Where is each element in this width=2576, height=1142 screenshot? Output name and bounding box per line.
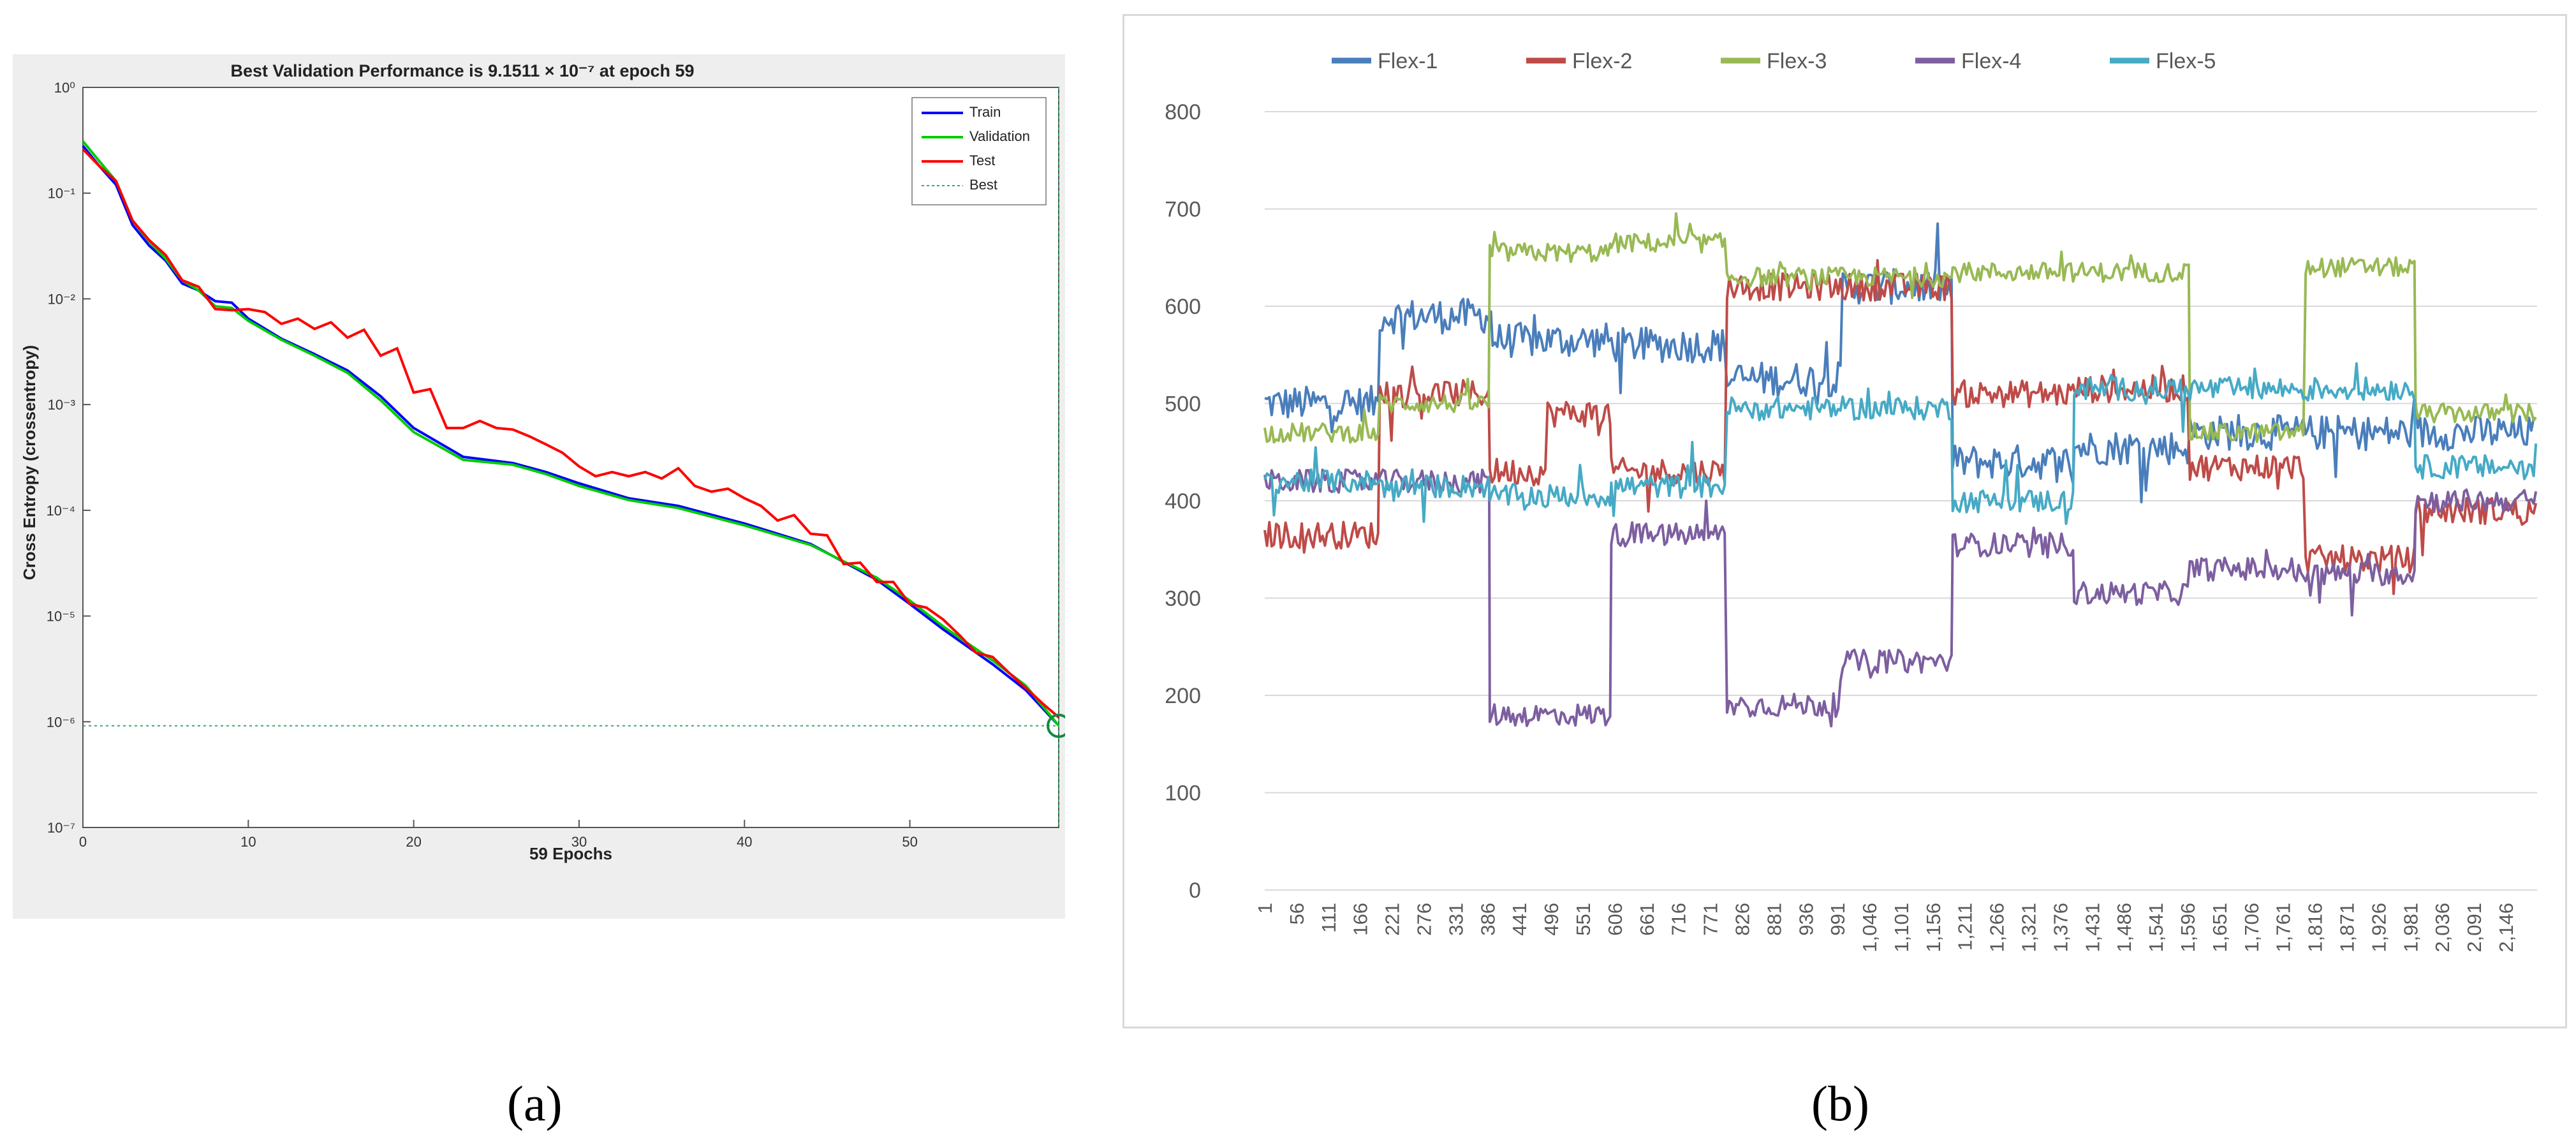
series-flex-3	[1263, 212, 2537, 444]
y-tick-label: 10⁰	[54, 80, 75, 96]
y-tick-label: 10⁻⁷	[47, 820, 75, 836]
flex-sensor-chart: Flex-1 Flex-2 Flex-3 Flex-4 Flex-5 0 100 200 30…	[1165, 49, 2538, 953]
x-tick-label: 1	[1254, 903, 1276, 914]
legend-b: Flex-1 Flex-2 Flex-3 Flex-4 Flex-5	[1332, 49, 2216, 73]
x-tick-label: 1,981	[2399, 903, 2422, 953]
x-tick-label: 1,266	[1986, 903, 2008, 953]
panel-b: Flex-1 Flex-2 Flex-3 Flex-4 Flex-5 0 100 200 30…	[1122, 14, 2567, 1028]
legend-label-flex-4: Flex-4	[1961, 49, 2021, 73]
legend-label-train: Train	[969, 104, 1001, 120]
x-tick-label: 1,211	[1954, 903, 1976, 951]
x-tick-label: 1,596	[2177, 903, 2199, 953]
x-tick-label: 1,871	[2336, 903, 2359, 953]
performance-chart: Best Validation Performance is 9.1511 × …	[20, 61, 1071, 863]
x-tick-label: 716	[1668, 903, 1690, 936]
panel-a: Best Validation Performance is 9.1511 × …	[13, 54, 1071, 919]
x-tick-label: 496	[1540, 903, 1563, 936]
x-tick-label: 1,376	[2049, 903, 2072, 953]
x-tick-label: 881	[1763, 903, 1785, 936]
x-tick-label: 936	[1795, 903, 1817, 936]
y-tick-label: 800	[1165, 100, 1201, 124]
x-tick-label: 331	[1445, 903, 1467, 936]
series-flex-1	[1264, 222, 2536, 503]
chart-a-xlabel: 59 Epochs	[529, 844, 612, 863]
x-tick-label: 2,036	[2431, 903, 2454, 953]
series-train	[82, 145, 1060, 727]
x-tick-label: 1,156	[1922, 903, 1945, 953]
x-tick-label: 56	[1286, 903, 1308, 924]
legend-label-flex-3: Flex-3	[1767, 49, 1827, 73]
legend-label-validation: Validation	[969, 128, 1030, 144]
x-tick-label: 441	[1508, 903, 1531, 936]
x-tick-label: 0	[79, 834, 87, 850]
x-tick-label: 1,431	[2081, 903, 2103, 953]
x-tick-label: 2,146	[2495, 903, 2517, 953]
x-tick-label: 276	[1413, 903, 1436, 936]
x-tick-label: 40	[737, 834, 752, 850]
legend-label-flex-1: Flex-1	[1378, 49, 1438, 73]
y-tick-label: 10⁻⁶	[47, 714, 75, 730]
x-tick-label: 1,816	[2304, 903, 2327, 953]
y-tick-label: 600	[1165, 295, 1201, 319]
y-tick-label: 10⁻⁴	[46, 503, 75, 519]
caption-a: (a)	[507, 1076, 563, 1131]
x-tick-label: 50	[902, 834, 917, 850]
y-tick-label: 400	[1165, 489, 1201, 514]
chart-a-title: Best Validation Performance is 9.1511 × …	[231, 61, 695, 80]
y-tick-label: 10⁻⁵	[47, 609, 75, 625]
x-tick-label: 1,486	[2113, 903, 2135, 953]
x-tick-label: 991	[1827, 903, 1849, 936]
x-tick-label: 606	[1604, 903, 1626, 936]
y-tick-label: 10⁻²	[48, 291, 75, 307]
x-tick-label: 386	[1476, 903, 1499, 936]
y-tick-label: 200	[1165, 684, 1201, 708]
series-test	[82, 148, 1060, 718]
x-tick-label: 30	[571, 834, 587, 850]
legend-label-test: Test	[969, 152, 995, 168]
x-tick-label: 1,706	[2241, 903, 2263, 953]
legend-label-flex-2: Flex-2	[1572, 49, 1632, 73]
y-tick-label: 10⁻³	[48, 397, 75, 413]
x-tick-label: 551	[1572, 903, 1594, 936]
x-tick-label: 1,926	[2367, 903, 2390, 953]
y-tick-label: 0	[1189, 879, 1201, 903]
caption-b: (b)	[1811, 1076, 1869, 1131]
x-tick-label: 661	[1636, 903, 1658, 936]
plot-area-a	[82, 87, 1059, 828]
x-tick-label: 221	[1381, 903, 1404, 936]
x-tick-label: 1,321	[2018, 903, 2040, 953]
x-tick-label: 1,651	[2209, 903, 2231, 953]
x-tick-label: 10	[240, 834, 256, 850]
y-tick-label: 300	[1165, 587, 1201, 611]
x-tick-label: 111	[1318, 903, 1340, 933]
x-tick-label: 1,101	[1890, 903, 1913, 953]
x-tick-label: 771	[1700, 903, 1722, 936]
series-flex-2	[1263, 259, 2538, 595]
x-tick-label: 826	[1732, 903, 1754, 936]
chart-a-ylabel: Cross Entropy (crossentropy)	[20, 345, 39, 580]
legend-label-flex-5: Flex-5	[2156, 49, 2216, 73]
x-tick-label: 20	[406, 834, 421, 850]
x-tick-label: 2,091	[2463, 903, 2485, 953]
y-tick-label: 700	[1165, 198, 1201, 222]
legend-label-best: Best	[969, 177, 997, 193]
x-tick-label: 1,046	[1858, 903, 1881, 953]
legend-a: Train Validation Test Best	[911, 97, 1047, 205]
y-tick-label: 10⁻¹	[48, 186, 75, 202]
x-tick-label: 1,541	[2145, 903, 2167, 953]
series-flex-5	[1263, 362, 2538, 525]
y-tick-label: 500	[1165, 392, 1201, 417]
x-tick-label: 1,761	[2272, 903, 2295, 953]
x-tick-label: 166	[1350, 903, 1372, 936]
series-flex-4	[1263, 468, 2538, 728]
y-tick-label: 100	[1165, 782, 1201, 806]
